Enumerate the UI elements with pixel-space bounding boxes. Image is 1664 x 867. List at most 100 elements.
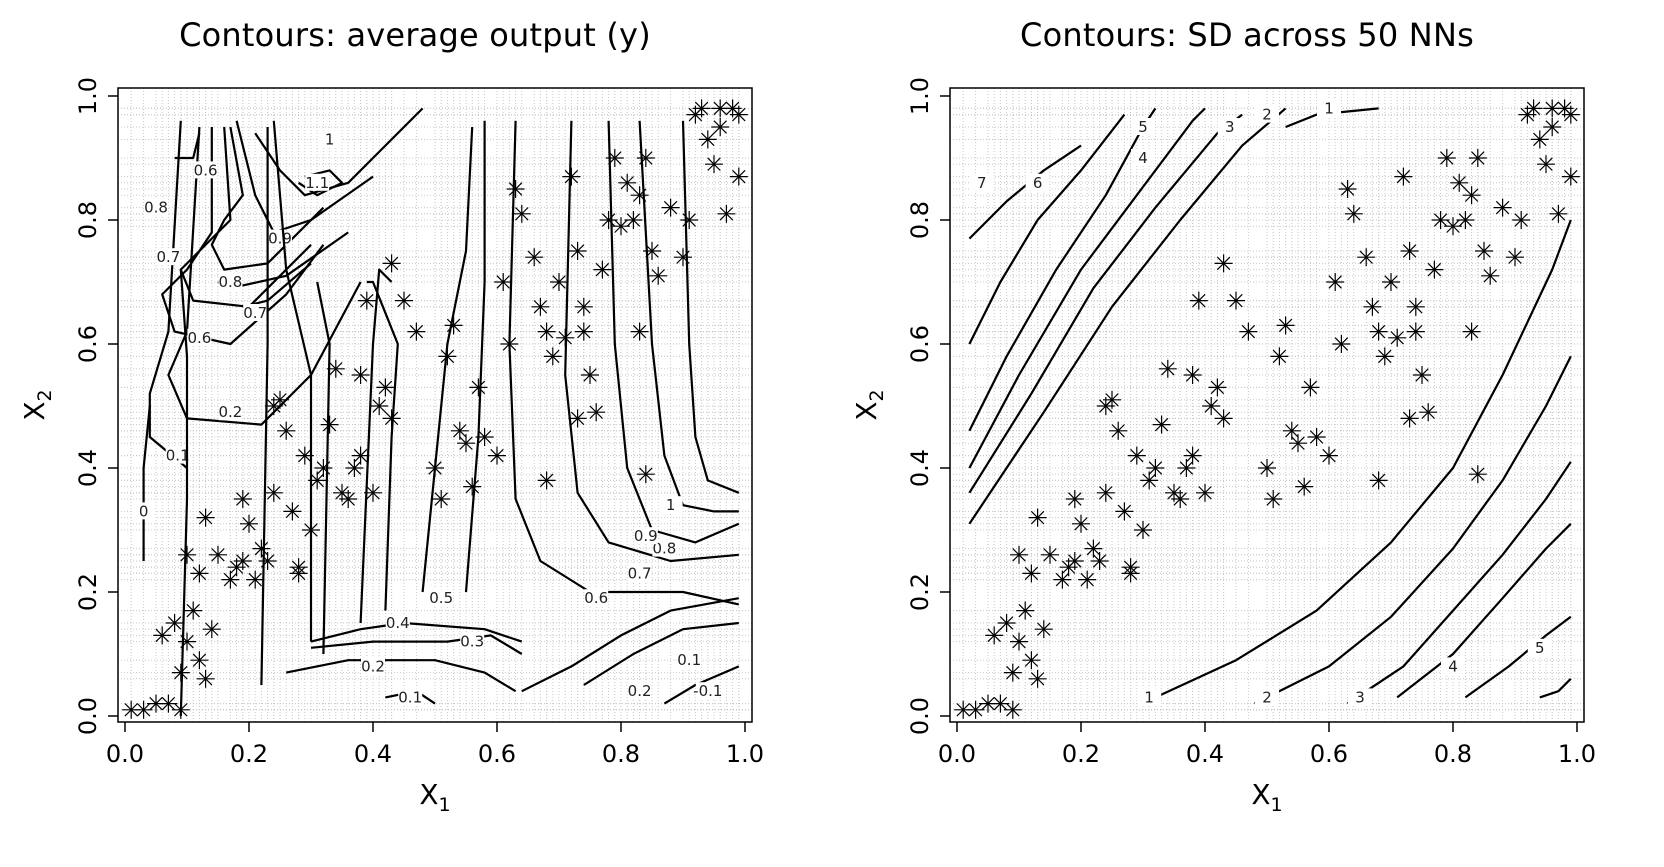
data-point-star — [1208, 378, 1227, 397]
y-axis: 0.0 0.2 0.4 0.6 0.8 1.0 — [74, 77, 118, 735]
data-point-star — [574, 297, 593, 316]
data-point-star — [1338, 180, 1357, 198]
data-point-star — [1320, 446, 1338, 465]
contour-label: 3 — [1225, 118, 1235, 136]
data-point-star — [711, 99, 730, 118]
contour-line — [583, 621, 739, 686]
data-point-star — [308, 471, 327, 490]
data-point-star — [705, 155, 723, 174]
data-point-star — [1103, 390, 1121, 409]
data-point-star — [1065, 552, 1084, 570]
data-point-star — [1307, 428, 1326, 446]
contour-label: 4 — [1138, 149, 1148, 167]
contour-label-bg — [1441, 657, 1465, 675]
contour-label-bg — [156, 248, 181, 266]
grid-lines — [118, 88, 752, 722]
data-point-star — [1462, 322, 1481, 341]
contour-label-bg — [131, 502, 156, 520]
contour-label: 0.6 — [584, 589, 608, 607]
data-point-star — [1481, 266, 1500, 285]
data-point-star — [1512, 211, 1531, 229]
contour-label: 0.8 — [652, 540, 676, 558]
contour-label: 0.8 — [218, 273, 242, 291]
data-point-star — [159, 694, 178, 713]
contour-label-bg — [677, 651, 702, 669]
contour-label: 0.4 — [386, 614, 410, 632]
contour-label: 0.1 — [398, 688, 422, 706]
contour-label-bg — [243, 304, 268, 321]
data-point-star — [506, 180, 525, 198]
contour-label-bg — [1317, 99, 1341, 117]
contour-label: 0.2 — [628, 682, 652, 700]
data-point-star — [1183, 446, 1202, 465]
data-point-star — [302, 521, 320, 539]
x-tick-label: 0.6 — [1310, 740, 1348, 768]
y-tick-label: 0.8 — [74, 201, 102, 239]
data-point-star — [1344, 204, 1363, 223]
y-tick-label: 0.8 — [906, 201, 934, 239]
contour-label-bg — [317, 130, 342, 148]
data-point-star — [1096, 483, 1115, 502]
contour-line — [142, 405, 151, 561]
data-point-star — [568, 242, 587, 260]
data-point-star — [178, 545, 196, 564]
data-point-star — [1276, 316, 1295, 335]
contour-label: 5 — [1535, 639, 1545, 657]
data-point-star — [1543, 118, 1562, 136]
contour-line — [638, 120, 739, 513]
data-point-star — [457, 434, 475, 453]
contour-line — [1346, 461, 1572, 705]
data-point-star — [550, 273, 568, 291]
data-point-star — [475, 428, 494, 446]
data-point-star — [364, 483, 382, 502]
contour-label-bg — [627, 682, 652, 700]
data-point-star — [1462, 186, 1481, 205]
data-point-star — [320, 415, 339, 434]
data-point-star — [581, 366, 599, 384]
data-point-star — [289, 564, 308, 583]
data-point-star — [1543, 99, 1562, 118]
contour-label-bg — [165, 446, 190, 464]
data-point-star — [649, 266, 668, 285]
data-point-star — [1084, 539, 1103, 558]
data-point-star — [1196, 483, 1214, 502]
contour-label-bg — [1131, 118, 1155, 135]
data-point-star — [1425, 260, 1444, 279]
contour-lines: 00.10.20.60.70.80.60.911.10.80.70.50.40.… — [131, 107, 740, 717]
data-point-star — [624, 211, 643, 229]
contour-label: 0.2 — [361, 657, 385, 675]
chart-panel-sd: Contours: SD across 50 NNs 7 6 5 4 3 2 1 1 2 3 4 5 0… — [832, 0, 1664, 867]
data-point-star — [351, 446, 370, 465]
data-point-star — [1028, 669, 1047, 688]
data-point-star — [574, 322, 593, 341]
data-point-star — [1115, 502, 1134, 521]
data-point-star — [1406, 297, 1425, 316]
y-tick-label: 0.6 — [74, 325, 102, 363]
data-point-star — [494, 273, 513, 291]
contour-label: 0.7 — [243, 304, 267, 322]
contour-label-bg — [193, 161, 218, 179]
y-axis: 0.0 0.2 0.4 0.6 0.8 1.0 — [906, 77, 950, 735]
x-tick-label: 1.0 — [726, 740, 764, 768]
x-tick-label: 0.2 — [1062, 740, 1100, 768]
data-point-star — [1400, 242, 1419, 260]
data-point-star — [1003, 700, 1022, 719]
contour-label-bg — [1137, 688, 1162, 706]
contour-label: 0.6 — [194, 161, 218, 179]
contour-label: 0 — [139, 502, 149, 520]
y-tick-label: 0.0 — [74, 697, 102, 735]
data-point-star — [376, 378, 395, 397]
data-point-star — [1022, 651, 1041, 670]
data-point-star — [271, 390, 289, 409]
contour-label: 4 — [1448, 657, 1458, 675]
contour-line — [297, 169, 344, 197]
data-point-star — [537, 471, 556, 490]
data-point-star — [178, 632, 196, 651]
data-point-star — [190, 564, 209, 583]
data-point-star — [326, 359, 345, 378]
data-point-star — [450, 421, 469, 440]
data-point-star — [1369, 471, 1388, 490]
data-point-star — [1363, 297, 1382, 316]
data-point-star — [698, 130, 717, 149]
data-point-star — [1090, 552, 1109, 570]
